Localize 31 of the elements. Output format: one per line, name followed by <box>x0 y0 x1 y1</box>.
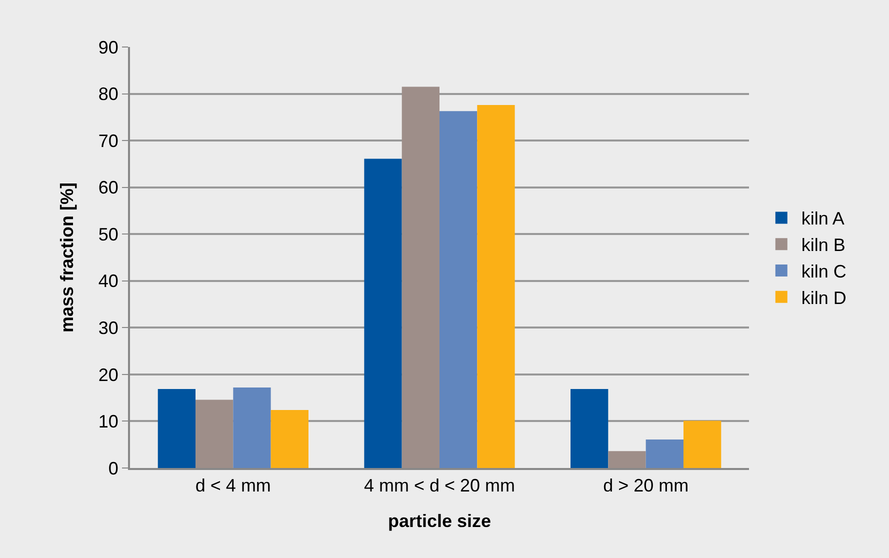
legend-label: kiln B <box>801 235 846 256</box>
y-tick-label: 40 <box>98 271 118 292</box>
y-axis-title: mass fraction [%] <box>57 182 78 333</box>
bar <box>646 439 684 468</box>
bar <box>233 388 271 468</box>
bar <box>608 451 646 468</box>
x-tick-label: 4 mm < d < 20 mm <box>364 476 516 496</box>
bar <box>683 420 722 468</box>
y-tick-label: 50 <box>98 224 118 244</box>
legend-label: kiln A <box>801 208 844 229</box>
y-tick-label: 30 <box>98 318 118 338</box>
x-tick-label: d < 4 mm <box>195 476 271 496</box>
bar <box>364 158 402 468</box>
bar <box>196 400 234 468</box>
legend-label: kiln C <box>801 262 846 282</box>
bar <box>270 410 308 468</box>
bar <box>402 86 440 468</box>
y-tick-label: 90 <box>98 37 118 58</box>
x-tick-label: d > 20 mm <box>603 476 689 496</box>
y-tick-label: 70 <box>98 130 118 151</box>
y-tick-label: 10 <box>98 412 118 432</box>
y-tick-label: 20 <box>98 364 118 385</box>
bar <box>570 388 608 468</box>
legend-label: kiln D <box>801 288 846 308</box>
y-tick-label: 0 <box>108 458 118 478</box>
x-axis-title: particle size <box>388 511 492 532</box>
y-tick-label: 60 <box>98 178 118 198</box>
bar <box>440 111 478 468</box>
bar <box>158 388 196 468</box>
y-tick-label: 80 <box>98 84 118 104</box>
bar <box>477 105 515 468</box>
